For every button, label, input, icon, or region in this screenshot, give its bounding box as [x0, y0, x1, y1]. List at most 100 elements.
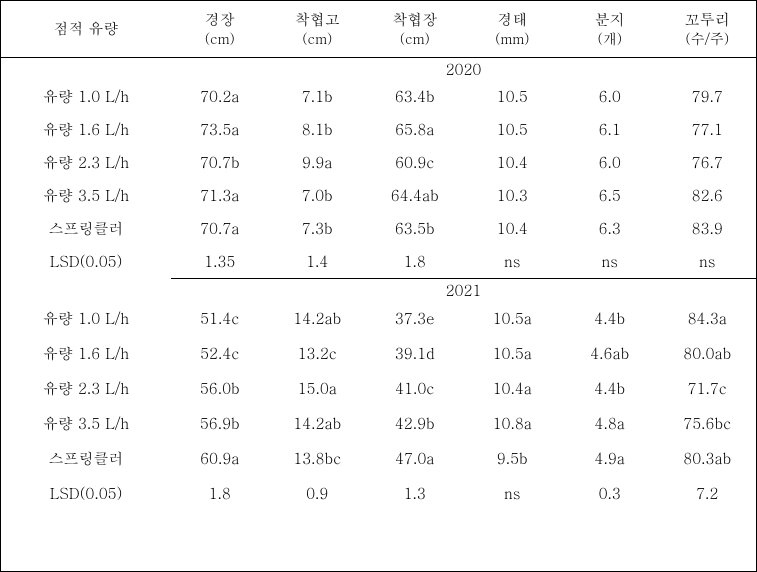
- row-label: 유량 1.0 L/h: [1, 301, 171, 336]
- cell: 10.4: [464, 146, 562, 179]
- cell: 70.7a: [171, 212, 269, 245]
- cell: 56.9b: [171, 406, 269, 441]
- cell: 70.2a: [171, 80, 269, 113]
- cell: ns: [464, 245, 562, 279]
- cell: 41.0c: [366, 371, 464, 406]
- cell: 1.4: [269, 245, 367, 279]
- table-row: 유량 1.6 L/h 73.5a 8.1b 65.8a 10.5 6.1 77.…: [1, 113, 756, 146]
- cell: 9.5b: [464, 441, 562, 476]
- table-row: 유량 1.0 L/h 70.2a 7.1b 63.4b 10.5 6.0 79.…: [1, 80, 756, 113]
- cell: 0.9: [269, 476, 367, 511]
- cell: 73.5a: [171, 113, 269, 146]
- table-row: 스프링클러 60.9a 13.8bc 47.0a 9.5b 4.9a 80.3a…: [1, 441, 756, 476]
- cell: 84.3a: [659, 301, 757, 336]
- cell: 47.0a: [366, 441, 464, 476]
- cell: 14.2ab: [269, 301, 367, 336]
- cell: 6.5: [561, 179, 659, 212]
- cell: 10.8a: [464, 406, 562, 441]
- cell: 10.4: [464, 212, 562, 245]
- table-row: 스프링클러 70.7a 7.3b 63.5b 10.4 6.3 83.9: [1, 212, 756, 245]
- table-row: 유량 3.5 L/h 71.3a 7.0b 64.4ab 10.3 6.5 82…: [1, 179, 756, 212]
- year-row-2020: 2020: [1, 58, 756, 81]
- table-row: 유량 1.0 L/h 51.4c 14.2ab 37.3e 10.5a 4.4b…: [1, 301, 756, 336]
- table-row: 유량 2.3 L/h 70.7b 9.9a 60.9c 10.4 6.0 76.…: [1, 146, 756, 179]
- col-header-label: 점적 유량: [1, 1, 171, 58]
- year-row-2021: 2021: [1, 279, 756, 302]
- cell: 71.7c: [659, 371, 757, 406]
- cell: 1.3: [366, 476, 464, 511]
- cell: 15.0a: [269, 371, 367, 406]
- cell: 4.8a: [561, 406, 659, 441]
- cell: 10.5: [464, 113, 562, 146]
- row-label: 유량 2.3 L/h: [1, 146, 171, 179]
- cell: 4.9a: [561, 441, 659, 476]
- col-header-chakhyeopgo: 착협고(cm): [269, 1, 367, 58]
- cell: 6.0: [561, 80, 659, 113]
- cell: 6.3: [561, 212, 659, 245]
- cell: 51.4c: [171, 301, 269, 336]
- cell: 79.7: [659, 80, 757, 113]
- table-row: LSD(0.05) 1.35 1.4 1.8 ns ns ns: [1, 245, 756, 279]
- cell: 4.6ab: [561, 336, 659, 371]
- cell: 52.4c: [171, 336, 269, 371]
- cell: ns: [659, 245, 757, 279]
- cell: 64.4ab: [366, 179, 464, 212]
- cell: 7.1b: [269, 80, 367, 113]
- data-table: 점적 유량 경장(cm) 착협고(cm) 착협장(cm) 경태(mm) 분지(개…: [1, 1, 756, 511]
- row-label: 유량 1.6 L/h: [1, 113, 171, 146]
- table-row: LSD(0.05) 1.8 0.9 1.3 ns 0.3 7.2: [1, 476, 756, 511]
- cell: 10.5a: [464, 336, 562, 371]
- cell: 1.35: [171, 245, 269, 279]
- cell: 65.8a: [366, 113, 464, 146]
- cell: 10.4a: [464, 371, 562, 406]
- col-header-kkoturi: 꼬투리(수/주): [659, 1, 757, 58]
- cell: 39.1d: [366, 336, 464, 371]
- cell: 4.4b: [561, 301, 659, 336]
- cell: 13.8bc: [269, 441, 367, 476]
- cell: 82.6: [659, 179, 757, 212]
- cell: 1.8: [366, 245, 464, 279]
- col-header-gyeongjang: 경장(cm): [171, 1, 269, 58]
- cell: 6.1: [561, 113, 659, 146]
- table-header-row: 점적 유량 경장(cm) 착협고(cm) 착협장(cm) 경태(mm) 분지(개…: [1, 1, 756, 58]
- cell: 75.6bc: [659, 406, 757, 441]
- row-label: LSD(0.05): [1, 245, 171, 279]
- cell: 9.9a: [269, 146, 367, 179]
- cell: 56.0b: [171, 371, 269, 406]
- table-row: 유량 1.6 L/h 52.4c 13.2c 39.1d 10.5a 4.6ab…: [1, 336, 756, 371]
- cell: 76.7: [659, 146, 757, 179]
- row-label: 유량 2.3 L/h: [1, 371, 171, 406]
- cell: ns: [464, 476, 562, 511]
- cell: 77.1: [659, 113, 757, 146]
- cell: 60.9a: [171, 441, 269, 476]
- cell: 70.7b: [171, 146, 269, 179]
- cell: 10.5a: [464, 301, 562, 336]
- cell: 37.3e: [366, 301, 464, 336]
- row-label: 유량 1.0 L/h: [1, 80, 171, 113]
- col-header-gyeongtae: 경태(mm): [464, 1, 562, 58]
- row-label: LSD(0.05): [1, 476, 171, 511]
- table-row: 유량 3.5 L/h 56.9b 14.2ab 42.9b 10.8a 4.8a…: [1, 406, 756, 441]
- row-label: 유량 3.5 L/h: [1, 179, 171, 212]
- cell: 8.1b: [269, 113, 367, 146]
- cell: 0.3: [561, 476, 659, 511]
- cell: 7.3b: [269, 212, 367, 245]
- row-label: 스프링클러: [1, 212, 171, 245]
- row-label: 유량 1.6 L/h: [1, 336, 171, 371]
- cell: 80.3ab: [659, 441, 757, 476]
- cell: 1.8: [171, 476, 269, 511]
- cell: 7.2: [659, 476, 757, 511]
- col-header-chakhyeopjang: 착협장(cm): [366, 1, 464, 58]
- cell: 14.2ab: [269, 406, 367, 441]
- col-header-bunji: 분지(개): [561, 1, 659, 58]
- year-label-2021: 2021: [171, 279, 756, 302]
- year-label-2020: 2020: [171, 58, 756, 81]
- cell: 63.5b: [366, 212, 464, 245]
- cell: 42.9b: [366, 406, 464, 441]
- cell: 83.9: [659, 212, 757, 245]
- cell: 60.9c: [366, 146, 464, 179]
- table-row: 유량 2.3 L/h 56.0b 15.0a 41.0c 10.4a 4.4b …: [1, 371, 756, 406]
- cell: 10.5: [464, 80, 562, 113]
- cell: 63.4b: [366, 80, 464, 113]
- cell: 71.3a: [171, 179, 269, 212]
